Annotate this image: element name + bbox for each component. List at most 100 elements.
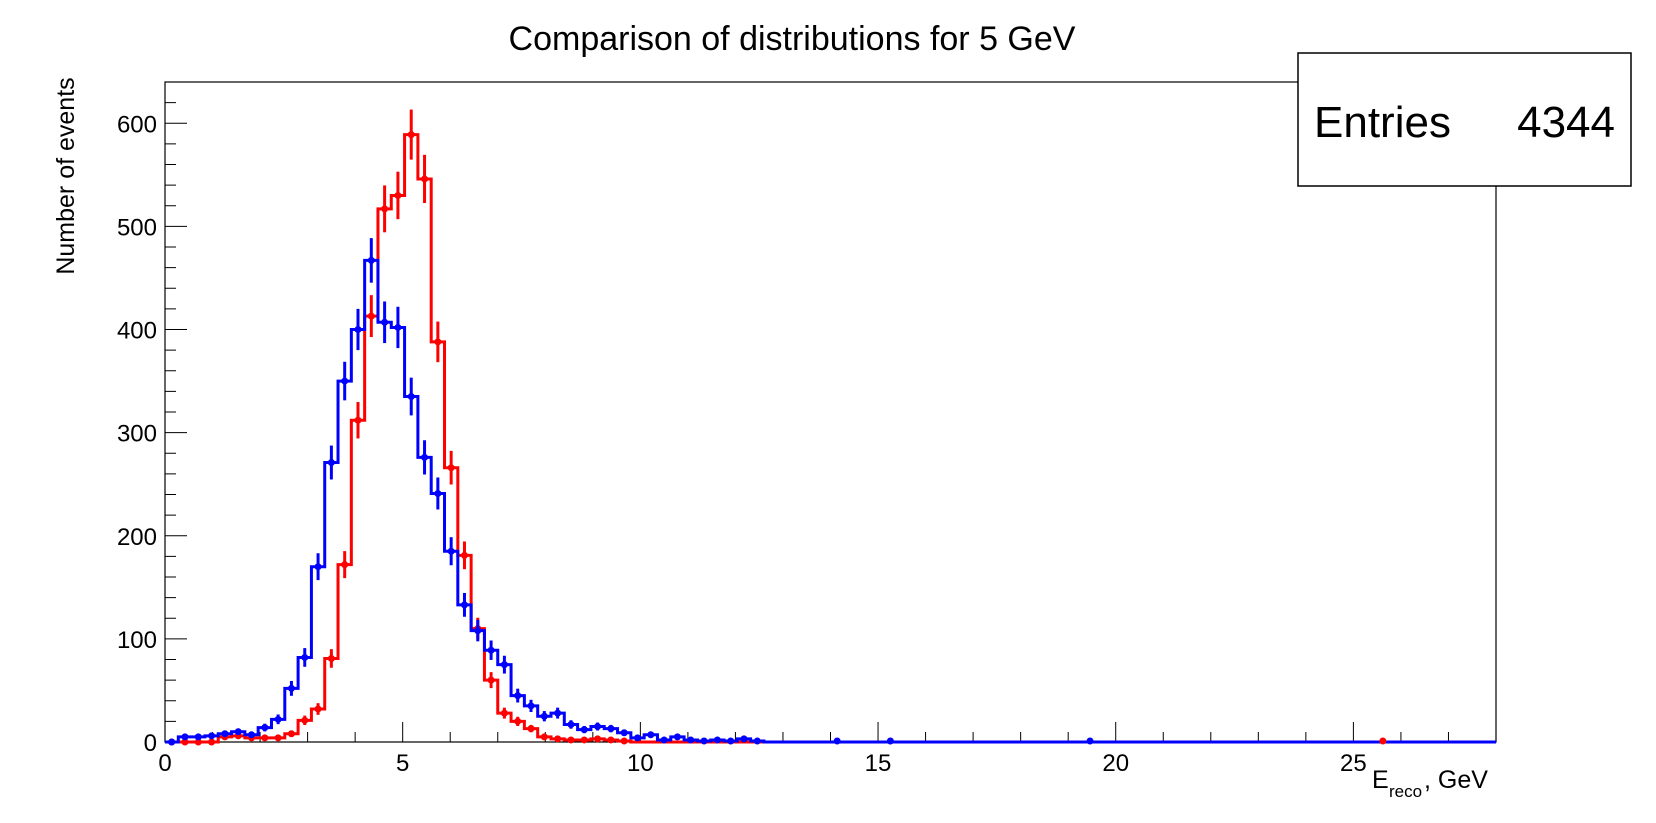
- data-point: [527, 702, 535, 710]
- data-point: [407, 393, 415, 401]
- x-tick-label: 15: [865, 750, 892, 777]
- data-point: [301, 716, 309, 724]
- x-tick-label: 20: [1102, 750, 1129, 777]
- data-point: [394, 323, 402, 331]
- data-point: [580, 726, 588, 734]
- data-point: [354, 416, 362, 424]
- data-point: [447, 464, 455, 472]
- data-point: [500, 661, 508, 669]
- data-point: [620, 737, 628, 745]
- data-point: [327, 654, 335, 662]
- data-point: [221, 730, 229, 738]
- data-point: [567, 736, 575, 744]
- data-point: [833, 737, 841, 745]
- y-tick-label: 500: [117, 214, 157, 241]
- data-point: [287, 730, 295, 738]
- data-point: [753, 737, 761, 745]
- data-point: [540, 733, 548, 741]
- data-point: [687, 736, 695, 744]
- data-point: [447, 547, 455, 555]
- y-tick-label: 400: [117, 318, 157, 345]
- data-point: [607, 725, 615, 733]
- data-point: [1086, 737, 1094, 745]
- data-point: [274, 715, 282, 723]
- data-point: [287, 684, 295, 692]
- data-point: [327, 459, 335, 467]
- data-point: [487, 646, 495, 654]
- x-axis-label-unit: , GeV: [1424, 766, 1488, 794]
- data-point: [314, 563, 322, 571]
- data-point: [514, 692, 522, 700]
- data-point: [713, 736, 721, 744]
- data-point: [407, 131, 415, 139]
- stats-box: Entries 4344: [1297, 52, 1632, 187]
- x-tick-label: 5: [396, 750, 409, 777]
- data-point: [487, 676, 495, 684]
- data-point: [554, 709, 562, 717]
- data-point: [660, 736, 668, 744]
- x-axis-label-subscript: reco: [1389, 782, 1422, 801]
- y-axis-label: Number of events: [52, 77, 80, 274]
- data-point: [527, 725, 535, 733]
- data-point: [367, 312, 375, 320]
- y-tick-label: 200: [117, 524, 157, 551]
- data-point: [341, 561, 349, 569]
- data-point: [460, 601, 468, 609]
- data-point: [354, 326, 362, 333]
- x-axis-label-main: E: [1372, 766, 1389, 794]
- data-point: [634, 734, 642, 742]
- data-point: [554, 735, 562, 743]
- data-point: [580, 736, 588, 744]
- y-axis-ticks: 0 100 200 300 400 500 600: [117, 81, 187, 757]
- data-point: [274, 734, 282, 742]
- y-tick-label: 600: [117, 111, 157, 138]
- data-point: [727, 737, 735, 745]
- series-layer: [165, 109, 1496, 746]
- data-point: [421, 175, 429, 183]
- data-point: [381, 205, 389, 213]
- data-point: [168, 738, 176, 746]
- data-point: [700, 737, 708, 745]
- data-point: [594, 735, 602, 743]
- data-point: [607, 736, 615, 744]
- data-point: [194, 738, 202, 746]
- series-0: [165, 238, 1496, 746]
- x-tick-label: 0: [158, 750, 171, 777]
- x-tick-label: 25: [1340, 750, 1367, 777]
- data-point: [500, 709, 508, 717]
- data-point: [647, 731, 655, 739]
- data-point: [434, 338, 442, 346]
- histogram-outline: [165, 133, 1496, 744]
- data-point: [261, 734, 269, 742]
- x-axis-ticks: 0 5 10 15 20 25: [158, 722, 1497, 777]
- chart-title: Comparison of distributions for 5 GeV: [509, 20, 1076, 58]
- x-axis-label: E reco , GeV: [1372, 766, 1488, 801]
- data-point: [474, 627, 482, 635]
- data-point: [367, 256, 375, 264]
- data-point: [514, 717, 522, 725]
- data-point: [261, 724, 269, 732]
- data-point: [460, 551, 468, 559]
- data-point: [314, 705, 322, 713]
- data-point: [341, 377, 349, 385]
- data-point: [181, 738, 189, 746]
- data-point: [301, 653, 309, 661]
- data-point: [381, 318, 389, 326]
- data-point: [248, 731, 256, 739]
- data-point: [394, 191, 402, 199]
- stats-entries-value: 4344: [1517, 98, 1615, 147]
- data-point: [208, 732, 216, 740]
- y-tick-label: 100: [117, 627, 157, 654]
- data-point: [740, 735, 748, 743]
- y-tick-label: 300: [117, 421, 157, 448]
- data-point: [620, 729, 628, 737]
- data-point: [421, 453, 429, 461]
- y-tick-label: 0: [144, 730, 157, 757]
- data-point: [540, 712, 548, 720]
- data-point: [886, 737, 894, 745]
- series-1: [165, 109, 1496, 746]
- data-point: [673, 733, 681, 741]
- data-point: [594, 723, 602, 731]
- data-point: [234, 728, 242, 736]
